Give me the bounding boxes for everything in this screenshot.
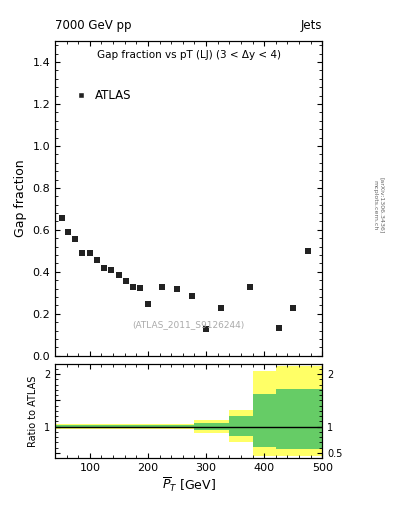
Y-axis label: Ratio to ATLAS: Ratio to ATLAS: [28, 375, 39, 446]
Text: [arXiv:1306.3436]: [arXiv:1306.3436]: [379, 177, 384, 233]
Legend: ATLAS: ATLAS: [72, 84, 136, 107]
Text: (ATLAS_2011_S9126244): (ATLAS_2011_S9126244): [132, 320, 245, 329]
X-axis label: $\overline{P}_{T}$ [GeV]: $\overline{P}_{T}$ [GeV]: [162, 476, 216, 494]
Text: Jets: Jets: [301, 19, 322, 32]
Text: Gap fraction vs pT (LJ) (3 < Δy < 4): Gap fraction vs pT (LJ) (3 < Δy < 4): [97, 50, 281, 60]
Y-axis label: Gap fraction: Gap fraction: [14, 160, 27, 237]
Text: 7000 GeV pp: 7000 GeV pp: [55, 19, 132, 32]
Text: mcplots.cern.ch: mcplots.cern.ch: [373, 180, 378, 230]
